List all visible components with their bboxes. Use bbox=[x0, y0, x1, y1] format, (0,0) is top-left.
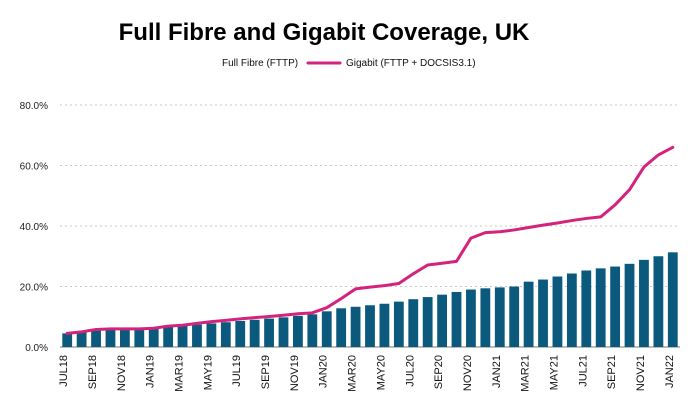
bar-full-fibre bbox=[192, 324, 202, 347]
bar-full-fibre bbox=[523, 281, 534, 347]
x-tick-label: JAN20 bbox=[318, 355, 330, 388]
bar-full-fibre bbox=[148, 327, 159, 347]
bar-full-fibre bbox=[566, 273, 577, 347]
bar-full-fibre bbox=[552, 276, 563, 347]
x-tick-label: JAN21 bbox=[491, 355, 503, 388]
bar-full-fibre bbox=[350, 306, 361, 347]
x-tick-label: MAR19 bbox=[174, 355, 186, 392]
x-tick-label: SEP21 bbox=[606, 355, 618, 389]
legend-label-gigabit: Gigabit (FTTP + DOCSIS3.1) bbox=[346, 58, 476, 69]
x-tick-label: JAN19 bbox=[145, 355, 157, 388]
y-tick-label: 60.0% bbox=[20, 162, 48, 173]
x-tick-label: NOV19 bbox=[289, 355, 301, 391]
bar-full-fibre bbox=[538, 279, 548, 347]
bar-full-fibre bbox=[264, 318, 274, 347]
bar-full-fibre bbox=[379, 303, 390, 347]
bar-full-fibre bbox=[119, 328, 130, 347]
bar-full-fibre bbox=[624, 263, 635, 347]
x-tick-label: JAN22 bbox=[664, 355, 676, 388]
x-tick-label: JUL18 bbox=[58, 355, 70, 387]
y-tick-label: 80.0% bbox=[20, 101, 48, 112]
bar-full-fibre bbox=[134, 328, 145, 347]
bar-full-fibre bbox=[235, 320, 246, 347]
bar-full-fibre bbox=[365, 305, 375, 347]
x-tick-label: MAY21 bbox=[548, 355, 560, 390]
x-tick-label: SEP19 bbox=[260, 355, 272, 389]
bar-full-fibre bbox=[639, 259, 649, 347]
bar-full-fibre bbox=[393, 301, 404, 347]
x-tick-label: MAR20 bbox=[347, 355, 359, 392]
gigabit-line-layer bbox=[65, 145, 675, 335]
x-tick-label: SEP20 bbox=[433, 355, 445, 389]
fttp-bars bbox=[62, 252, 678, 347]
bar-full-fibre bbox=[206, 323, 217, 347]
x-tick-label: MAY19 bbox=[202, 355, 214, 390]
bar-full-fibre bbox=[480, 288, 491, 347]
x-tick-label: MAY20 bbox=[375, 355, 387, 390]
gigabit-line bbox=[65, 145, 675, 335]
bar-full-fibre bbox=[408, 299, 419, 347]
bar-full-fibre bbox=[163, 327, 174, 347]
bar-full-fibre bbox=[220, 322, 231, 347]
x-tick-label: JUL21 bbox=[577, 355, 589, 387]
x-axis-ticks: JUL18 SEP18 NOV18 JAN19 MAR19 MAY19 JUL19 SEP19… bbox=[58, 355, 676, 392]
bar-full-fibre bbox=[595, 268, 606, 347]
chart-title: Full Fibre and Gigabit Coverage, UK bbox=[119, 19, 530, 46]
bar-full-fibre bbox=[307, 314, 318, 347]
bar-full-fibre bbox=[62, 333, 73, 347]
bar-full-fibre bbox=[321, 311, 332, 347]
bar-full-fibre bbox=[509, 286, 520, 347]
bar-full-fibre bbox=[293, 315, 303, 347]
x-tick-label: MAR21 bbox=[520, 355, 532, 392]
bar-full-fibre bbox=[667, 252, 678, 347]
bar-full-fibre bbox=[437, 294, 447, 347]
bar-full-fibre bbox=[91, 330, 101, 347]
x-tick-label: JUL19 bbox=[231, 355, 243, 387]
x-tick-label: JUL20 bbox=[404, 355, 416, 387]
bar-full-fibre bbox=[336, 308, 347, 347]
bar-full-fibre bbox=[278, 317, 289, 347]
x-tick-label: NOV21 bbox=[635, 355, 647, 391]
bar-full-fibre bbox=[610, 266, 621, 347]
bar-full-fibre bbox=[451, 291, 462, 347]
bar-full-fibre bbox=[466, 289, 476, 347]
bar-full-fibre bbox=[653, 256, 664, 347]
y-tick-label: 20.0% bbox=[20, 283, 48, 294]
legend: Full Fibre (FTTP) Gigabit (FTTP + DOCSIS… bbox=[222, 58, 476, 69]
bar-full-fibre bbox=[249, 319, 260, 347]
bar-full-fibre bbox=[581, 270, 592, 347]
bar-full-fibre bbox=[105, 329, 116, 347]
y-tick-label: 0.0% bbox=[25, 343, 48, 354]
bar-full-fibre bbox=[422, 297, 433, 347]
x-tick-label: SEP18 bbox=[87, 355, 99, 389]
legend-label-full-fibre: Full Fibre (FTTP) bbox=[222, 58, 298, 69]
x-tick-label: NOV18 bbox=[116, 355, 128, 391]
y-axis-ticks: 0.0% 20.0% 40.0% 60.0% 80.0% bbox=[20, 101, 48, 354]
bar-full-fibre bbox=[177, 325, 188, 347]
x-tick-label: NOV20 bbox=[462, 355, 474, 391]
y-tick-label: 40.0% bbox=[20, 222, 48, 233]
bar-full-fibre bbox=[76, 331, 87, 347]
bar-full-fibre bbox=[494, 287, 505, 347]
